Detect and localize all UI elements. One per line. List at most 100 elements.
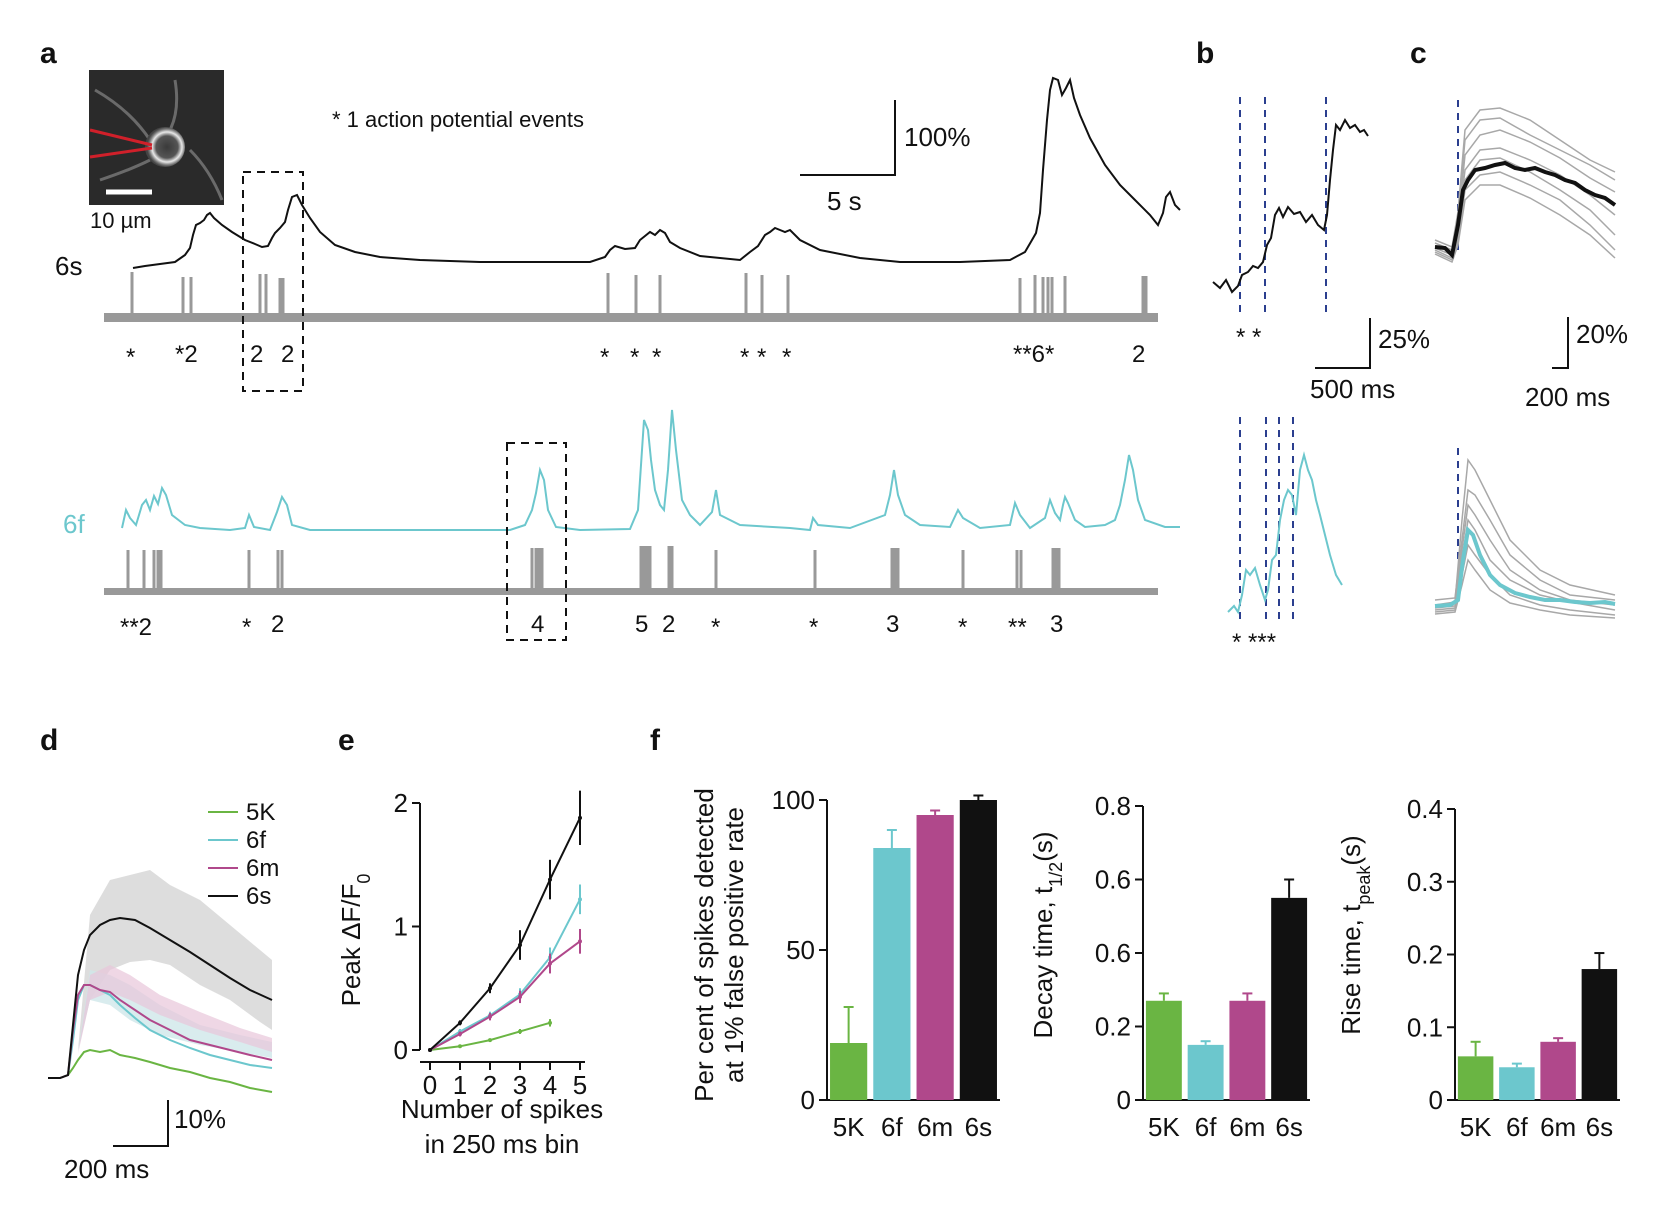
- event-label: 2: [271, 611, 284, 638]
- event-label: *: [600, 344, 609, 371]
- event-label: *: [652, 344, 661, 371]
- bar-6s: [1581, 969, 1618, 1100]
- event-label: 2: [662, 611, 675, 638]
- event-label: 3: [886, 611, 899, 638]
- x-tick-label-f2: 6m: [1229, 1112, 1265, 1142]
- event-label: 4: [531, 611, 544, 638]
- scale-bar-c: [1552, 317, 1569, 369]
- y-tick-label-f3: 0.3: [1407, 867, 1443, 897]
- event-label: *: [630, 344, 639, 371]
- avg-trace-5k: [48, 1048, 273, 1093]
- y-tick-label-e: 2: [394, 788, 408, 818]
- bar-5k: [830, 1043, 868, 1100]
- y-tick-label-f2: 0.8: [1095, 791, 1131, 821]
- series-line-6m: [429, 940, 581, 1051]
- bar-6f: [873, 848, 911, 1100]
- y-tick-label-f1: 0: [801, 1085, 815, 1115]
- pipette-line: [89, 146, 153, 159]
- event-labels-6f: **2 * 2 4 5 2 * * 3 * ** 3: [120, 611, 1063, 641]
- panel-letter-a: a: [40, 37, 57, 70]
- y-tick-label-f1: 100: [772, 785, 815, 815]
- event-labels-6s: * *2 2 2 * * * * * * **6* 2: [126, 341, 1145, 371]
- stars-b-top: * *: [1236, 324, 1261, 351]
- bar-6s: [959, 800, 997, 1100]
- event-label: 2: [281, 341, 294, 368]
- y-tick-label-e: 1: [394, 912, 408, 942]
- y-tick-label-e: 0: [394, 1035, 408, 1065]
- scale-bar-b: [1315, 318, 1371, 369]
- event-label: *: [242, 614, 251, 641]
- inset-micrograph: [89, 70, 224, 205]
- event-label: *: [126, 344, 135, 371]
- scale-x-label-b: 500 ms: [1310, 374, 1395, 404]
- data-point-6m: [518, 994, 522, 999]
- panel-letter-b: b: [1196, 37, 1214, 70]
- event-label: *: [958, 614, 967, 641]
- series-line-6f: [429, 898, 581, 1051]
- event-label: *: [740, 344, 749, 371]
- event-label: *: [782, 344, 791, 371]
- x-tick-label-f3: 6f: [1506, 1112, 1528, 1142]
- data-point-6s: [428, 1048, 432, 1052]
- stars-b-bottom: * ***: [1232, 629, 1276, 656]
- panel-letter-c: c: [1410, 37, 1427, 70]
- y-tick-label-f1: 50: [786, 935, 815, 965]
- data-point-6m: [488, 1014, 492, 1019]
- spike-markers-b-bottom: [1239, 417, 1294, 622]
- x-tick-label-e: 5: [573, 1070, 587, 1100]
- trace-label-6s: 6s: [55, 251, 82, 281]
- legend-d: 5K 6f 6m 6s: [208, 799, 279, 910]
- chart-f3: 0 0.1 0.2 0.3 0.4 5K 6f 6m 6s: [1407, 794, 1620, 1142]
- mean-trace-c-6s: [1434, 160, 1617, 260]
- event-label: **2: [120, 614, 152, 641]
- data-point-5k: [518, 1029, 522, 1034]
- data-point-5k: [548, 1020, 552, 1025]
- panel-letter-f: f: [650, 724, 661, 757]
- ylabel-f3: Rise time, tpeak(s): [1336, 835, 1374, 1034]
- scale-x-label-a: 5 s: [827, 186, 862, 216]
- spikes-6s: [130, 272, 1148, 320]
- spike-markers-b-top: [1239, 97, 1327, 312]
- bar-5k: [1145, 1000, 1182, 1100]
- data-point-6s: [488, 986, 492, 991]
- trace-b-6s: [1212, 117, 1369, 294]
- chart-f1: 0 50 100 5K 6f 6m 6s: [772, 785, 1000, 1142]
- y-tick-label-f3: 0.2: [1407, 940, 1443, 970]
- event-label: 2: [250, 341, 263, 368]
- scale-bar-a: [800, 100, 896, 176]
- event-label: **: [1008, 614, 1027, 641]
- y-tick-label-f2: 0.6: [1095, 865, 1131, 895]
- trace-6f-fluorescence: [121, 409, 1180, 532]
- data-point-6s: [458, 1020, 462, 1025]
- panel-letter-e: e: [338, 724, 355, 757]
- scale-x-label-d: 200 ms: [64, 1154, 149, 1184]
- legend-label-6s: 6s: [246, 883, 271, 910]
- event-label: *: [711, 614, 720, 641]
- y-tick-label-f2: 0.2: [1095, 1012, 1131, 1042]
- x-tick-label-e: 4: [543, 1070, 557, 1100]
- xlabel-e-line1: Number of spikes: [401, 1094, 603, 1124]
- data-point-6s: [518, 943, 522, 948]
- ylabel-e: Peak ΔF/F0: [336, 874, 374, 1007]
- event-label: 5: [635, 611, 648, 638]
- shaded-band-6m: [78, 965, 272, 1054]
- scale-y-label-c: 20%: [1576, 319, 1628, 349]
- trace-b-6f: [1227, 451, 1343, 615]
- shaded-band-6s: [78, 870, 272, 1050]
- event-label: 3: [1050, 611, 1063, 638]
- y-tick-label-f2: 0.6: [1095, 938, 1131, 968]
- bar-6m: [916, 815, 954, 1100]
- bar-5k: [1457, 1056, 1494, 1100]
- legend-label-5k: 5K: [246, 799, 275, 826]
- ylabel-f1-line1: Per cent of spikes detected: [689, 788, 719, 1102]
- bar-6m: [1229, 1000, 1266, 1100]
- data-point-6m: [548, 961, 552, 966]
- event-label: *2: [175, 341, 198, 368]
- chart-f2: 0 0.2 0.6 0.6 0.8 5K 6f 6m 6s: [1095, 791, 1310, 1142]
- event-label: **6*: [1013, 341, 1054, 368]
- data-point-6s: [548, 877, 552, 882]
- mean-trace-c-6f: [1434, 525, 1616, 608]
- x-tick-label-f1: 5K: [833, 1112, 865, 1142]
- x-tick-label-f3: 5K: [1460, 1112, 1492, 1142]
